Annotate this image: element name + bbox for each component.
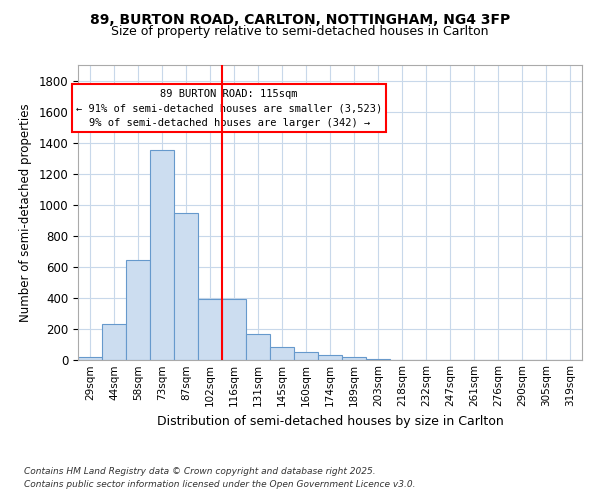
- Bar: [78, 357, 102, 360]
- Bar: [318, 356, 342, 360]
- Text: 89 BURTON ROAD: 115sqm
← 91% of semi-detached houses are smaller (3,523)
9% of s: 89 BURTON ROAD: 115sqm ← 91% of semi-det…: [76, 88, 382, 128]
- Text: Size of property relative to semi-detached houses in Carlton: Size of property relative to semi-detach…: [111, 25, 489, 38]
- Text: Contains HM Land Registry data © Crown copyright and database right 2025.: Contains HM Land Registry data © Crown c…: [24, 468, 376, 476]
- Bar: [342, 357, 366, 360]
- Bar: [150, 150, 174, 360]
- Bar: [102, 324, 126, 360]
- Bar: [174, 212, 198, 360]
- Text: 89, BURTON ROAD, CARLTON, NOTTINGHAM, NG4 3FP: 89, BURTON ROAD, CARLTON, NOTTINGHAM, NG…: [90, 12, 510, 26]
- Bar: [270, 347, 294, 360]
- Bar: [246, 334, 270, 360]
- Y-axis label: Number of semi-detached properties: Number of semi-detached properties: [19, 103, 32, 322]
- Text: Contains public sector information licensed under the Open Government Licence v3: Contains public sector information licen…: [24, 480, 415, 489]
- X-axis label: Distribution of semi-detached houses by size in Carlton: Distribution of semi-detached houses by …: [157, 414, 503, 428]
- Bar: [222, 298, 246, 360]
- Bar: [366, 359, 390, 360]
- Bar: [294, 352, 318, 360]
- Bar: [198, 298, 222, 360]
- Bar: [126, 260, 150, 360]
